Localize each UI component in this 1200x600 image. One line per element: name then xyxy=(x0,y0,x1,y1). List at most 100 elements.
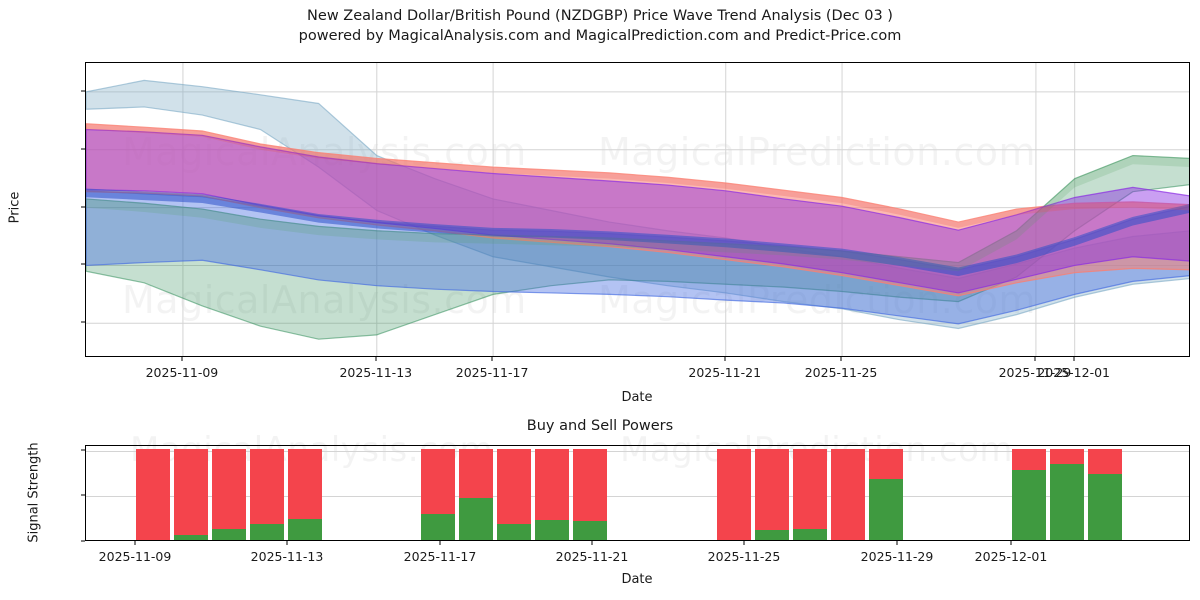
price-x-tickmark xyxy=(724,357,726,361)
signal-gridline xyxy=(86,450,1189,452)
signal-y-tickmark xyxy=(81,494,85,496)
buy-power-segment xyxy=(174,535,208,540)
price-x-tick-label: 2025-11-17 xyxy=(455,365,529,380)
sell-power-segment xyxy=(869,448,903,479)
buy-power-segment xyxy=(212,529,246,540)
price-x-tickmark xyxy=(375,357,377,361)
signal-bar[interactable] xyxy=(212,448,246,540)
signal-bar[interactable] xyxy=(755,448,789,540)
price-x-tick-label: 2025-11-21 xyxy=(688,365,762,380)
buy-power-segment xyxy=(1012,469,1046,540)
price-x-tick-label: 2025-11-09 xyxy=(145,365,219,380)
signal-x-tick-label: 2025-11-21 xyxy=(555,549,629,564)
price-x-tick-label: 2025-11-13 xyxy=(339,365,413,380)
price-x-tickmark xyxy=(491,357,493,361)
signal-x-tick-label: 2025-11-17 xyxy=(403,549,477,564)
buy-power-segment xyxy=(288,518,322,540)
signal-x-tickmark xyxy=(1010,541,1012,545)
buy-sell-title: Buy and Sell Powers xyxy=(526,418,674,434)
signal-x-axis-title: Date xyxy=(621,572,653,587)
price-band-layers xyxy=(86,63,1189,356)
signal-y-axis-title: Signal Strength xyxy=(26,442,42,543)
signal-bar[interactable] xyxy=(1050,448,1084,540)
signal-bar[interactable] xyxy=(1012,448,1046,540)
sell-power-segment xyxy=(250,448,284,525)
sell-power-segment xyxy=(573,448,607,521)
price-x-tickmark xyxy=(1034,357,1036,361)
signal-bar[interactable] xyxy=(459,448,493,540)
signal-x-tickmark xyxy=(134,541,136,545)
wave-ribbon xyxy=(86,124,1189,228)
signal-bar[interactable] xyxy=(535,448,569,540)
signal-bar[interactable] xyxy=(1088,448,1122,540)
price-x-tickmark xyxy=(181,357,183,361)
buy-power-segment xyxy=(1050,464,1084,540)
buy-power-segment xyxy=(497,524,531,540)
price-x-tick-label: 2025-11-25 xyxy=(804,365,878,380)
signal-x-tick-label: 2025-12-01 xyxy=(974,549,1048,564)
signal-bar[interactable] xyxy=(717,448,751,540)
sell-power-segment xyxy=(459,448,493,498)
signal-gridline xyxy=(86,496,1189,498)
signal-bar[interactable] xyxy=(421,448,455,540)
signal-bar[interactable] xyxy=(174,448,208,540)
buy-power-segment xyxy=(755,529,789,540)
title-line-1: New Zealand Dollar/British Pound (NZDGBP… xyxy=(307,8,893,24)
buy-power-segment xyxy=(1088,474,1122,540)
signal-bar[interactable] xyxy=(497,448,531,540)
signal-bar[interactable] xyxy=(831,448,865,540)
price-x-tick-label: 2025-12-01 xyxy=(1037,365,1110,380)
price-y-tickmark xyxy=(81,148,85,150)
signal-bar[interactable] xyxy=(288,448,322,540)
buy-power-segment xyxy=(421,514,455,540)
signal-x-tick-label: 2025-11-13 xyxy=(250,549,324,564)
buy-sell-plot-area xyxy=(85,445,1190,541)
sell-power-segment xyxy=(535,448,569,520)
sell-power-segment xyxy=(497,448,531,525)
buy-power-segment xyxy=(793,529,827,540)
buy-power-segment xyxy=(869,478,903,540)
sell-power-segment xyxy=(755,448,789,530)
signal-bar[interactable] xyxy=(136,448,170,540)
sell-power-segment xyxy=(717,448,751,540)
signal-x-tick-label: 2025-11-09 xyxy=(98,549,172,564)
signal-bar[interactable] xyxy=(793,448,827,540)
signal-bar[interactable] xyxy=(573,448,607,540)
signal-x-tick-label: 2025-11-25 xyxy=(707,549,781,564)
buy-power-segment xyxy=(573,520,607,540)
price-y-tickmark xyxy=(81,206,85,208)
price-x-tick-label: 2025-11-29 xyxy=(998,365,1072,380)
signal-x-tickmark xyxy=(743,541,745,545)
signal-y-tickmark xyxy=(81,449,85,451)
price-y-axis-title: Price xyxy=(7,191,23,224)
signal-y-tickmark xyxy=(81,540,85,542)
sell-power-segment xyxy=(288,448,322,519)
sell-power-segment xyxy=(831,448,865,540)
signal-x-tickmark xyxy=(439,541,441,545)
signal-x-tickmark xyxy=(896,541,898,545)
sell-power-segment xyxy=(1050,448,1084,465)
sell-power-segment xyxy=(212,448,246,530)
signal-bar[interactable] xyxy=(250,448,284,540)
title-line-2: powered by MagicalAnalysis.com and Magic… xyxy=(298,28,902,44)
sell-power-segment xyxy=(1012,448,1046,470)
wave-ribbon xyxy=(86,188,1189,277)
signal-x-tickmark xyxy=(286,541,288,545)
sell-power-segment xyxy=(793,448,827,530)
sell-power-segment xyxy=(421,448,455,515)
buy-power-segment xyxy=(250,524,284,540)
price-y-tickmark xyxy=(81,90,85,92)
price-y-tickmark xyxy=(81,321,85,323)
sell-power-segment xyxy=(174,448,208,536)
signal-x-tick-label: 2025-11-29 xyxy=(860,549,934,564)
buy-power-segment xyxy=(535,519,569,540)
wave-ribbon xyxy=(86,154,1189,272)
price-x-tickmark xyxy=(840,357,842,361)
signal-x-tickmark xyxy=(591,541,593,545)
sell-power-segment xyxy=(136,448,170,540)
price-y-tickmark xyxy=(81,263,85,265)
buy-power-segment xyxy=(459,497,493,540)
page-title: New Zealand Dollar/British Pound (NZDGBP… xyxy=(0,6,1200,46)
signal-bar[interactable] xyxy=(869,448,903,540)
price-x-tickmark xyxy=(1073,357,1075,361)
